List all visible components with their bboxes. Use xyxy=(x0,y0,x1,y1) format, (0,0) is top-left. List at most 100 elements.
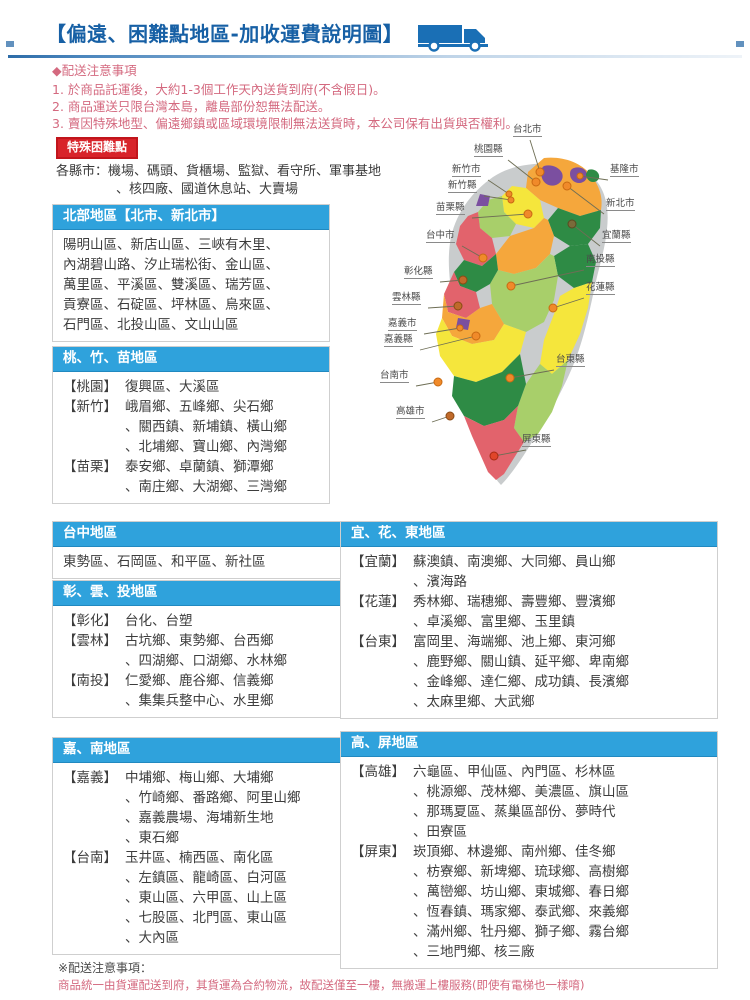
taiwan-map-svg xyxy=(415,139,609,485)
map-label-tainan: 台南市 xyxy=(380,370,409,383)
list-item: 、枋寮鄉、新埤鄉、琉球鄉、高樹鄉 xyxy=(351,862,709,882)
map-label-hsinchu: 新竹縣 xyxy=(448,180,477,193)
county-tag: 【南投】 xyxy=(63,672,117,689)
county-tag: 【花蓮】 xyxy=(351,593,405,610)
map-label-kaohsiung: 高雄市 xyxy=(396,406,425,419)
county-areas: 崁頂鄉、林邊鄉、南州鄉、佳冬鄉 xyxy=(413,843,616,860)
truck-icon xyxy=(418,22,496,56)
list-item: 【苗栗】 泰安鄉、卓蘭鎮、獅潭鄉 xyxy=(63,457,321,477)
county-areas: 台化、台塑 xyxy=(125,612,193,629)
map-label-yunlin: 雲林縣 xyxy=(392,292,421,305)
county-tag: 【新竹】 xyxy=(63,398,117,415)
list-item: 、卓溪鄉、富里鄉、玉里鎮 xyxy=(351,612,709,632)
county-areas: 六龜區、甲仙區、內門區、杉林區 xyxy=(413,763,616,780)
list-item: 、那瑪夏區、蒸巢區部份、夢時代 xyxy=(351,802,709,822)
list-item: 、南庄鄉、大湖鄉、三灣鄉 xyxy=(63,477,321,497)
county-areas: 、北埔鄉、寶山鄉、內灣鄉 xyxy=(125,438,287,455)
page-footer: ※配送注意事項： 商品統一由貨運配送到府，其貨運為合約物流，故配送僅至一樓，無搬… xyxy=(58,960,738,994)
list-item: 【宜蘭】 蘇澳鎮、南澳鄉、大同鄉、員山鄉 xyxy=(351,552,709,572)
map-label-taoyuan: 桃園縣 xyxy=(474,144,503,157)
list-item: 、三地門鄉、核三廠 xyxy=(351,942,709,962)
header-divider xyxy=(8,55,742,58)
map-label-new-taipei: 新北市 xyxy=(606,198,635,211)
list-item: 、集集兵整中心、水里鄉 xyxy=(63,691,333,711)
list-item: 、七股區、北門區、東山區 xyxy=(63,908,333,928)
county-areas: 、恆春鎮、瑪家鄉、泰武鄉、來義鄉 xyxy=(413,903,629,920)
section-kaohsiung-title: 高、屏地區 xyxy=(341,732,717,757)
map-label-changhua: 彰化縣 xyxy=(404,266,433,279)
map-label-keelung: 基隆市 xyxy=(610,164,639,177)
map-label-taitung: 台東縣 xyxy=(556,354,585,367)
county-areas: 玉井區、楠西區、南化區 xyxy=(125,849,274,866)
county-areas: 中埔鄉、梅山鄉、大埔鄉 xyxy=(125,769,274,786)
footer-note: 商品統一由貨運配送到府，其貨運為合約物流，故配送僅至一樓，無搬運上樓服務(即使有… xyxy=(58,978,585,992)
notice-heading: ◆配送注意事項 xyxy=(52,63,137,78)
county-areas: 、枋寮鄉、新埤鄉、琉球鄉、高樹鄉 xyxy=(413,863,629,880)
map-label-yilan: 宜蘭縣 xyxy=(602,230,631,243)
list-item: 、桃源鄉、茂林鄉、美濃區、旗山區 xyxy=(351,782,709,802)
county-areas: 、東山區、六甲區、山上區 xyxy=(125,889,287,906)
county-tag: 【屏東】 xyxy=(351,843,405,860)
section-chiayi: 嘉、南地區 【嘉義】 中埔鄉、梅山鄉、大埔鄉 、竹崎鄉、番路鄉、阿里山鄉 、嘉義農… xyxy=(52,737,342,955)
list-item: 【南投】 仁愛鄉、鹿谷鄉、信義鄉 xyxy=(63,671,333,691)
list-item: 貢寮區、石碇區、坪林區、烏來區、 xyxy=(63,296,279,313)
list-item: 【高雄】 六龜區、甲仙區、內門區、杉林區 xyxy=(351,762,709,782)
map-label-nantou: 南投縣 xyxy=(586,254,615,267)
list-item: 、鹿野鄉、關山鎮、延平鄉、卑南鄉 xyxy=(351,652,709,672)
county-tag: 【宜蘭】 xyxy=(351,553,405,570)
page-title: 【偏遠、困難點地區-加收運費說明圖】 xyxy=(46,22,404,46)
list-item: 東勢區、石岡區、和平區、新社區 xyxy=(63,553,266,570)
list-item: 、左鎮區、龍崎區、白河區 xyxy=(63,868,333,888)
county-tag: 【嘉義】 xyxy=(63,769,117,786)
section-changhua-body: 【彰化】 台化、台塑 【雲林】 古坑鄉、東勢鄉、台西鄉 、四湖鄉、口湖鄉、水林鄉 【… xyxy=(53,606,341,717)
section-yilan-body: 【宜蘭】 蘇澳鎮、南澳鄉、大同鄉、員山鄉 、濱海路 【花蓮】 秀林鄉、瑞穗鄉、壽豐鄉… xyxy=(341,547,717,718)
section-chiayi-title: 嘉、南地區 xyxy=(53,738,341,763)
county-areas: 復興區、大溪區 xyxy=(125,378,220,395)
county-tag: 【雲林】 xyxy=(63,632,117,649)
list-item: 、滿州鄉、牡丹鄉、獅子鄉、霧台鄉 xyxy=(351,922,709,942)
list-item: 【彰化】 台化、台塑 xyxy=(63,611,333,631)
map-label-hsinchu-city: 新竹市 xyxy=(452,164,481,177)
county-areas: 、桃源鄉、茂林鄉、美濃區、旗山區 xyxy=(413,783,629,800)
section-yilan-title: 宜、花、東地區 xyxy=(341,522,717,547)
map-label-taichung: 台中市 xyxy=(426,230,455,243)
section-taichung-body: 東勢區、石岡區、和平區、新社區 xyxy=(53,547,341,578)
county-areas: 、嘉義農場、海埔新生地 xyxy=(125,809,274,826)
list-item: 、北埔鄉、寶山鄉、內灣鄉 xyxy=(63,437,321,457)
list-item: 、東石鄉 xyxy=(63,828,333,848)
county-areas: 、東石鄉 xyxy=(125,829,179,846)
county-areas: 、南庄鄉、大湖鄉、三灣鄉 xyxy=(125,478,287,495)
section-chiayi-body: 【嘉義】 中埔鄉、梅山鄉、大埔鄉 、竹崎鄉、番路鄉、阿里山鄉 、嘉義農場、海埔新生… xyxy=(53,763,341,954)
county-areas: 、七股區、北門區、東山區 xyxy=(125,909,287,926)
special-line-2: 、核四廠、國道休息站、大賣場 xyxy=(116,182,299,198)
section-changhua-title: 彰、雲、投地區 xyxy=(53,581,341,606)
page-header: 【偏遠、困難點地區-加收運費說明圖】 xyxy=(0,8,750,58)
county-areas: 、那瑪夏區、蒸巢區部份、夢時代 xyxy=(413,803,616,820)
list-item: 【台東】 富岡里、海端鄉、池上鄉、東河鄉 xyxy=(351,632,709,652)
county-areas: 、金峰鄉、達仁鄉、成功鎮、長濱鄉 xyxy=(413,673,629,690)
county-areas: 、集集兵整中心、水里鄉 xyxy=(125,692,274,709)
section-north-body: 陽明山區、新店山區、三峽有木里、 內湖碧山路、汐止瑞松街、金山區、 萬里區、平溪… xyxy=(53,230,329,341)
county-areas: 富岡里、海端鄉、池上鄉、東河鄉 xyxy=(413,633,616,650)
section-kaohsiung: 高、屏地區 【高雄】 六龜區、甲仙區、內門區、杉林區 、桃源鄉、茂林鄉、美濃區、旗… xyxy=(340,731,718,969)
county-areas: 、田寮區 xyxy=(413,823,467,840)
county-areas: 、竹崎鄉、番路鄉、阿里山鄉 xyxy=(125,789,301,806)
section-taoyuan-body: 【桃園】 復興區、大溪區 【新竹】 峨眉鄉、五峰鄉、尖石鄉 、關西鎮、新埔鎮、橫山鄉… xyxy=(53,372,329,503)
footer-heading: ※配送注意事項： xyxy=(58,961,153,975)
county-areas: 泰安鄉、卓蘭鎮、獅潭鄉 xyxy=(125,458,274,475)
county-areas: 峨眉鄉、五峰鄉、尖石鄉 xyxy=(125,398,274,415)
list-item: 陽明山區、新店山區、三峽有木里、 xyxy=(63,236,279,253)
county-areas: 仁愛鄉、鹿谷鄉、信義鄉 xyxy=(125,672,274,689)
list-item: 、金峰鄉、達仁鄉、成功鎮、長濱鄉 xyxy=(351,672,709,692)
county-areas: 、濱海路 xyxy=(413,573,467,590)
county-tag: 【苗栗】 xyxy=(63,458,117,475)
map-label-chiayi: 嘉義縣 xyxy=(384,334,413,347)
special-line-1: 各縣市：機場、碼頭、貨櫃場、監獄、看守所、軍事基地 xyxy=(56,164,382,180)
map-label-miaoli: 苗栗縣 xyxy=(436,202,465,215)
county-areas: 、關西鎮、新埔鎮、橫山鄉 xyxy=(125,418,287,435)
list-item: 石門區、北投山區、文山山區 xyxy=(63,316,239,333)
edge-mark-right xyxy=(736,41,744,47)
map-label-pingtung: 屏東縣 xyxy=(522,434,551,447)
section-changhua: 彰、雲、投地區 【彰化】 台化、台塑 【雲林】 古坑鄉、東勢鄉、台西鄉 、四湖鄉、口… xyxy=(52,580,342,718)
